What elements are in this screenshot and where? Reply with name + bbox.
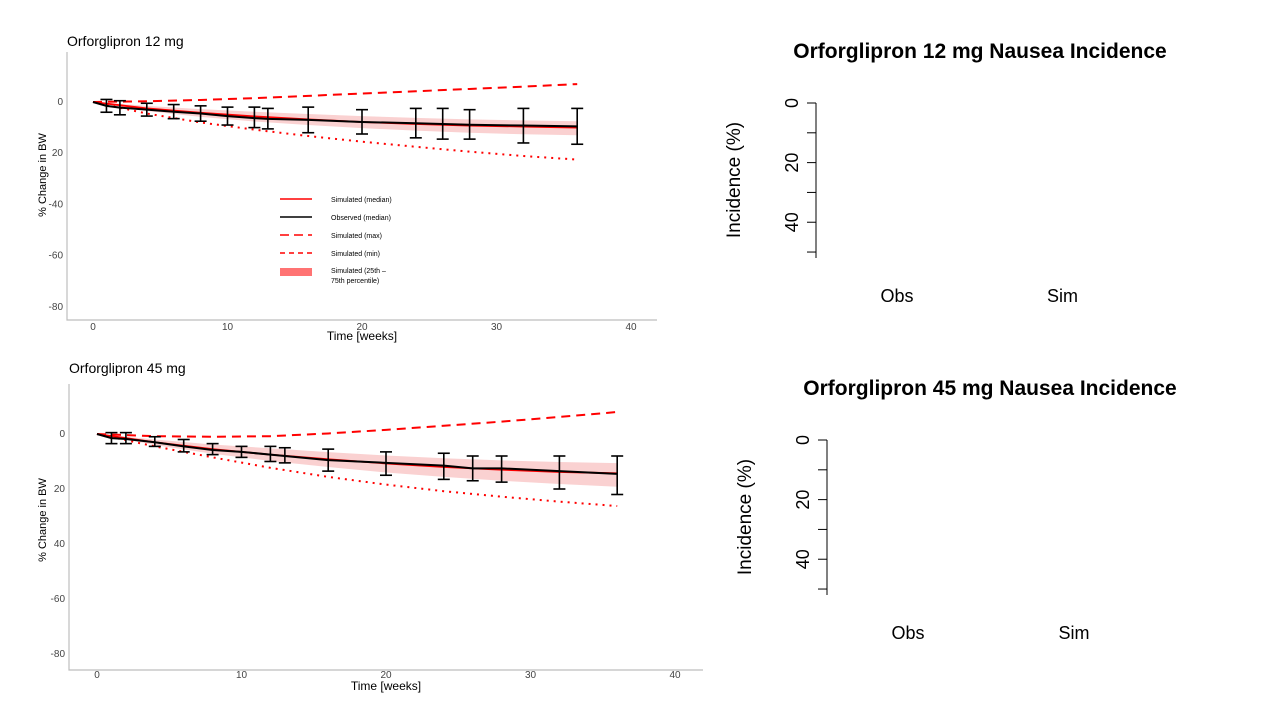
y-axis-label: % Change in BW (37, 133, 49, 217)
y-tick-label: -80 (49, 302, 64, 313)
y-tick-label: -40 (49, 199, 64, 210)
x-tick-label: 20 (380, 670, 392, 681)
sim-max-line (92, 83, 578, 103)
legend-label: Simulated (max) (331, 233, 382, 240)
category-label: Obs (891, 623, 924, 643)
observed-error-bar (611, 455, 624, 496)
category-label: Sim (1059, 623, 1090, 643)
legend-label: Observed (median) (331, 215, 391, 222)
y-tick-label: 20 (52, 148, 64, 159)
nausea-bar-chart-2: Orforglipron 45 mg Nausea Incidence 0 20 40… (735, 377, 1177, 643)
legend-label: Simulated (25th –75th percentile) (331, 268, 386, 285)
bar-chart-title: Orforglipron 12 mg Nausea Incidence (793, 40, 1166, 63)
legend-label: Simulated (min) (331, 251, 380, 258)
x-tick-label: 10 (222, 322, 234, 333)
y-tick-label: 20 (54, 484, 66, 495)
observed-error-bar (571, 107, 584, 146)
y-tick-label: -60 (49, 251, 64, 262)
percentile-band (97, 434, 618, 487)
x-tick-label: 40 (669, 670, 681, 681)
y-tick-label: 0 (59, 429, 65, 440)
legend-label: Simulated (median) (331, 197, 392, 204)
legend-swatch (280, 268, 312, 276)
x-tick-label: 40 (625, 322, 637, 333)
y-tick-label: 0 (782, 98, 802, 108)
y-tick-label: 20 (782, 153, 802, 173)
chart-legend: Simulated (median) Observed (median) Simul… (280, 197, 392, 285)
nausea-bar-chart-1: Orforglipron 12 mg Nausea Incidence 0 20 40… (724, 40, 1167, 306)
x-axis-label: Time [weeks] (327, 329, 397, 343)
chart-title: Orforglipron 12 mg (67, 33, 184, 49)
category-label: Obs (880, 286, 913, 306)
x-tick-label: 0 (94, 670, 100, 681)
sim-min-line (92, 101, 578, 161)
category-label: Sim (1047, 286, 1078, 306)
sim-max-line (96, 411, 618, 438)
y-tick-label: 0 (57, 97, 63, 108)
y-tick-label: 40 (782, 212, 802, 232)
y-axis-label: Incidence (%) (735, 459, 756, 575)
y-tick-label: 40 (793, 549, 813, 569)
y-tick-label: 20 (793, 490, 813, 510)
percentile-band (93, 102, 578, 136)
axis-frame (68, 384, 703, 671)
observed-median-line (96, 433, 618, 475)
weight-change-chart-2: Orforglipron 45 mg 0 10 20 30 40 0 20 40 -60 -80 Ti… (37, 360, 703, 693)
y-axis-label: Incidence (%) (724, 122, 745, 238)
y-axis-label: % Change in BW (37, 478, 49, 562)
y-tick-label: 40 (54, 539, 66, 550)
weight-change-chart-1: Orforglipron 12 mg 0 10 20 30 40 0 20 -40 -60 -80 T… (37, 33, 657, 343)
bar-chart-title: Orforglipron 45 mg Nausea Incidence (803, 377, 1176, 400)
observed-error-bar (553, 455, 566, 490)
axis-frame (66, 52, 657, 321)
y-tick-label: -60 (51, 594, 66, 605)
x-tick-label: 30 (491, 322, 503, 333)
observed-median-line (92, 101, 578, 128)
x-tick-label: 20 (356, 322, 368, 333)
x-tick-label: 30 (525, 670, 537, 681)
x-axis-label: Time [weeks] (351, 679, 421, 693)
y-tick-label: -80 (51, 649, 66, 660)
y-tick-label: 0 (793, 435, 813, 445)
x-tick-label: 10 (236, 670, 248, 681)
x-tick-label: 0 (90, 322, 96, 333)
chart-title: Orforglipron 45 mg (69, 360, 186, 376)
